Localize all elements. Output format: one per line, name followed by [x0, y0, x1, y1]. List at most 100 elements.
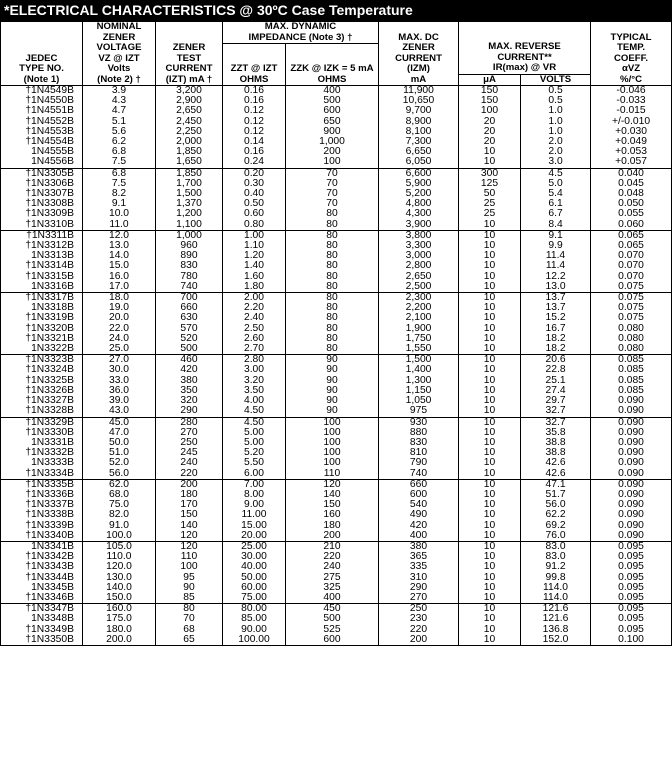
type-number: †1N3328B	[0, 406, 83, 417]
value-cell: 6.1	[520, 198, 592, 210]
data-row: †1N3343B 120.0 100 40.00 240 335 10 91.2 0.095	[0, 562, 672, 573]
value-cell: 17.0	[82, 281, 156, 293]
data-row: †1N3308B 9.1 1,370 0.50 70 4,800 25 6.1 0.050	[0, 198, 672, 210]
value-cell: 80	[284, 209, 380, 220]
value-cell: 83.0	[520, 551, 592, 563]
value-cell: 290	[155, 406, 223, 417]
data-row: 1N3341B 105.0 120 25.00 210 380 10 83.0 0.095	[0, 540, 672, 553]
value-cell: 11.0	[82, 219, 156, 231]
value-cell: 90	[284, 354, 380, 366]
header-line: Volts	[107, 63, 131, 74]
value-cell: 3.0	[520, 157, 592, 169]
value-cell: 2.0	[520, 146, 592, 158]
value-cell: 160	[284, 510, 380, 521]
value-cell: 790	[378, 458, 460, 469]
header-cell: JEDEC TYPE NO. (Note 1)	[0, 21, 83, 86]
value-cell: 240	[284, 562, 380, 573]
value-cell: 200	[378, 634, 460, 646]
value-cell: 0.070	[590, 250, 672, 262]
row-group: †1N4549B 3.9 3,200 0.16 400 11,900 150 0.5 -0.04…	[0, 85, 672, 169]
value-cell: +0.057	[590, 157, 672, 169]
value-cell: 62.2	[520, 510, 592, 521]
value-cell: 10	[458, 281, 522, 293]
value-cell: +0.049	[590, 136, 672, 148]
value-cell: 80	[284, 313, 380, 324]
header-line: ZENER	[102, 31, 136, 43]
data-row: †1N4551B 4.7 2,650 0.12 600 9,700 100 1.0 -0.015	[0, 106, 672, 117]
value-cell: 6.00	[222, 468, 286, 480]
value-cell: 5.0	[520, 178, 592, 190]
header-line: CURRENT**	[497, 51, 552, 63]
header-line: ZZT @ IZT	[230, 63, 278, 74]
value-cell: 0.095	[590, 614, 672, 625]
value-cell: 220	[284, 551, 380, 563]
value-cell: 0.090	[590, 437, 672, 449]
header-line: TYPE NO.	[19, 63, 64, 74]
value-cell: 0.095	[590, 592, 672, 604]
value-cell: 0.055	[590, 209, 672, 220]
value-cell: 0.5	[520, 85, 592, 97]
value-cell: 0.085	[590, 385, 672, 397]
data-row: 1N3322B 25.0 500 2.70 80 1,550 10 18.2 0.080	[0, 344, 672, 355]
value-cell: 180	[284, 520, 380, 531]
data-row: †1N3324B 30.0 420 3.00 90 1,400 10 22.8 0.085	[0, 365, 672, 376]
spec-table: JEDEC TYPE NO. (Note 1) NOMINAL ZENER VOLTAGE…	[0, 21, 672, 646]
value-cell: 0.090	[590, 395, 672, 407]
value-cell: 99.8	[520, 572, 592, 583]
type-number: †1N3340B	[0, 530, 83, 542]
header-line: (IZM)	[407, 63, 430, 74]
value-cell: 11.4	[520, 250, 592, 262]
value-cell: 13.0	[520, 281, 592, 293]
value-cell: 90	[284, 406, 380, 417]
value-cell: 0.080	[590, 323, 672, 334]
value-cell: 0.065	[590, 229, 672, 242]
value-cell: 0.5	[520, 95, 592, 107]
value-cell: 35.8	[520, 427, 592, 438]
value-cell: +0.030	[590, 126, 672, 138]
value-cell: 80	[284, 229, 380, 242]
value-cell: 5.50	[222, 458, 286, 469]
row-group: †1N3311B 12.0 1,000 1.00 80 3,800 10 9.1 0.065 †1…	[0, 229, 672, 293]
value-cell: 56.0	[82, 468, 156, 480]
value-cell: 150	[284, 499, 380, 511]
value-cell: 0.090	[590, 499, 672, 511]
data-row: †1N3344B 130.0 95 50.00 275 310 10 99.8 0.095	[0, 572, 672, 583]
value-cell: 150.0	[82, 592, 156, 604]
value-cell: 80	[284, 281, 380, 293]
value-cell: 80	[284, 333, 380, 345]
value-cell: 500	[284, 95, 380, 107]
data-row: 1N3348B 175.0 70 85.00 500 230 10 121.6 0.095	[0, 614, 672, 625]
data-row: †1N4554B 6.2 2,000 0.14 1,000 7,300 20 2.0 +0.04…	[0, 136, 672, 148]
value-cell: 0.090	[590, 530, 672, 542]
value-cell: 1,650	[155, 157, 223, 169]
value-cell: +0.053	[590, 146, 672, 158]
value-cell: 220	[155, 468, 223, 480]
value-cell: 80	[284, 261, 380, 272]
value-cell: 0.090	[590, 416, 672, 428]
value-cell: 0.075	[590, 313, 672, 324]
value-cell: 10	[458, 458, 522, 469]
value-cell: 152.0	[520, 634, 592, 646]
value-cell: 65	[155, 634, 223, 646]
value-cell: 10	[458, 157, 522, 169]
type-number: 1N4556B	[0, 157, 83, 169]
value-cell: 100	[284, 427, 380, 438]
header-line: (IZT) mA †	[165, 73, 213, 85]
type-number: †1N3346B	[0, 592, 83, 604]
data-row: †1N3338B 82.0 150 11.00 160 490 10 62.2 0.090	[0, 510, 672, 521]
value-cell: 80	[284, 250, 380, 262]
header-line: TEMP.	[616, 42, 646, 53]
value-cell: 0.080	[590, 333, 672, 345]
value-cell: 4.50	[222, 406, 286, 417]
value-cell: 150	[155, 510, 223, 521]
header-cell: μA	[458, 73, 522, 86]
value-cell: 90	[284, 385, 380, 397]
data-row: †1N3342B 110.0 110 30.00 220 365 10 83.0 0.095	[0, 551, 672, 563]
value-cell: 12.2	[520, 271, 592, 282]
value-cell: 0.060	[590, 219, 672, 231]
data-row: †1N3315B 16.0 780 1.60 80 2,650 10 12.2 0.070	[0, 271, 672, 282]
value-cell: 121.6	[520, 614, 592, 625]
data-row: 1N4555B 6.8 1,850 0.16 200 6,650 10 2.0 +0.053	[0, 146, 672, 158]
data-row: †1N3336B 68.0 180 8.00 140 600 10 51.7 0.090	[0, 489, 672, 501]
value-cell: 0.095	[590, 624, 672, 635]
